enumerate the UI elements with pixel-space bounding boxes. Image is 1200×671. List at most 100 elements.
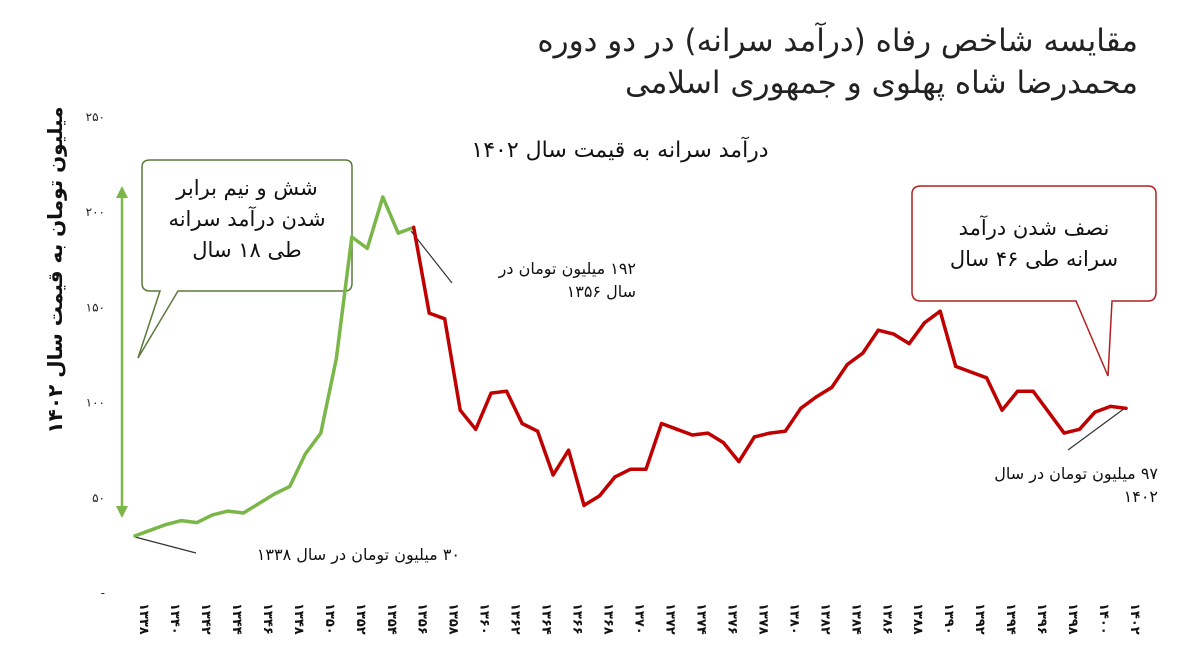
x-tick-label: ۱۳۸۸ [910, 603, 925, 635]
data-point [613, 475, 617, 479]
data-point [892, 332, 896, 336]
peak-annotation-line-1: ۱۹۲ میلیون تومان در [498, 259, 636, 278]
data-point [427, 311, 431, 315]
start-annotation: ۳۰ میلیون تومان در سال ۱۳۳۸ [256, 545, 460, 564]
x-tick-label: ۱۳۷۶ [724, 603, 739, 635]
data-point [1016, 389, 1020, 393]
x-tick-label: ۱۳۹۸ [1065, 603, 1080, 635]
data-point [489, 391, 493, 395]
x-tick-label: ۱۳۹۶ [1034, 603, 1049, 635]
data-points [133, 195, 1128, 538]
x-tick-label: ۱۳۸۲ [817, 603, 832, 635]
data-point [566, 448, 571, 452]
data-point [1031, 389, 1035, 393]
data-point [1108, 404, 1113, 409]
data-point [288, 484, 292, 488]
data-point [535, 429, 540, 433]
chart-subtitle: درآمد سرانه به قیمت سال ۱۴۰۲ [471, 138, 769, 163]
data-point [675, 427, 679, 431]
y-tick-label: ۲۰۰ [86, 205, 105, 219]
data-point [319, 431, 323, 435]
start-leader-line [134, 536, 197, 554]
x-tick-label: ۱۴۰۰ [1096, 603, 1111, 635]
data-point [133, 534, 137, 538]
data-point [876, 328, 880, 332]
y-tick-label: - [101, 586, 105, 600]
x-tick-label: ۱۴۰۲ [1127, 603, 1142, 635]
data-point [861, 351, 865, 355]
x-tick-label: ۱۳۷۸ [755, 603, 770, 635]
x-tick-label: ۱۳۳۸ [136, 603, 151, 635]
data-point [350, 235, 354, 239]
data-point [706, 431, 710, 435]
peak-leader-line [410, 230, 453, 284]
x-tick-label: ۱۳۴۸ [291, 603, 306, 635]
data-point [1093, 410, 1097, 414]
data-point [226, 509, 230, 513]
data-point [195, 520, 199, 525]
data-point [474, 427, 478, 431]
x-tick-label: ۱۳۵۴ [384, 603, 399, 635]
data-point [799, 406, 803, 410]
x-tick-label: ۱۳۵۰ [322, 603, 337, 635]
end-annotation-line-1: ۹۷ میلیون تومان در سال [994, 464, 1158, 483]
chart-title-line-1: مقایسه شاخص رفاه (درآمد سرانه) در دو دور… [537, 23, 1138, 59]
data-point [1046, 410, 1051, 414]
x-tick-label: ۱۳۸۶ [879, 603, 894, 635]
x-tick-label: ۱۳۷۴ [693, 603, 708, 635]
end-annotation: ۹۷ میلیون تومان در سال ۱۴۰۲ [936, 462, 1158, 508]
x-tick-label: ۱۳۵۸ [446, 603, 461, 635]
data-point [721, 440, 726, 445]
left-callout-line-3: طی ۱۸ سال [192, 238, 302, 262]
data-point [628, 467, 633, 471]
y-tick-label: ۵۰ [92, 491, 105, 505]
data-point [969, 370, 973, 374]
x-tick-label: ۱۳۸۰ [786, 603, 801, 635]
data-point [365, 246, 369, 250]
data-point [520, 421, 524, 426]
data-point [241, 511, 245, 515]
x-tick-label: ۱۳۴۲ [198, 603, 213, 635]
data-point [907, 341, 911, 346]
data-point [1077, 427, 1082, 431]
data-point [396, 231, 400, 235]
data-point [954, 364, 958, 369]
x-axis-ticks: ۱۳۳۸ ۱۳۴۰ ۱۳۴۲ ۱۳۴۴ ۱۳۴۶ ۱۳۴۸ ۱۳۵۰ ۱۳۵۲ ۱۳۵۴ ۱۳۵۶… [136, 603, 1142, 635]
data-point [1000, 408, 1004, 412]
data-point [458, 408, 462, 412]
data-point [985, 376, 989, 380]
data-point [938, 309, 942, 313]
end-leader-line [1067, 407, 1126, 451]
data-point [412, 225, 416, 230]
x-tick-label: ۱۳۸۴ [848, 603, 863, 635]
data-point [179, 519, 184, 523]
y-tick-label: ۱۵۰ [86, 300, 105, 314]
data-point [381, 195, 385, 199]
data-point [737, 460, 741, 464]
data-point [768, 431, 772, 435]
right-callout-box [911, 185, 1157, 377]
x-tick-label: ۱۳۷۲ [662, 603, 677, 635]
peak-annotation: ۱۹۲ میلیون تومان در سال ۱۳۵۶ [450, 257, 636, 303]
right-callout-line-1: نصف شدن درآمد [958, 216, 1110, 240]
data-point [783, 429, 787, 433]
left-callout-box [137, 159, 353, 359]
data-point [303, 452, 307, 456]
x-tick-label: ۱۳۴۶ [260, 603, 275, 635]
x-tick-label: ۱۳۶۸ [601, 603, 616, 635]
data-point [210, 513, 215, 517]
data-point [272, 492, 276, 496]
data-point [505, 389, 509, 393]
x-tick-label: ۱۳۹۴ [1003, 603, 1018, 635]
data-point [752, 435, 756, 439]
x-tick-label: ۱۳۶۴ [539, 603, 554, 635]
data-point [334, 357, 338, 361]
x-tick-label: ۱۳۴۴ [229, 603, 244, 635]
chart-title: مقایسه شاخص رفاه (درآمد سرانه) در دو دور… [338, 20, 1138, 104]
data-point [443, 317, 447, 321]
left-callout-line-1: شش و نیم برابر [176, 176, 318, 200]
data-point [164, 522, 168, 527]
data-point [551, 473, 555, 477]
x-tick-label: ۱۳۴۰ [167, 603, 182, 635]
